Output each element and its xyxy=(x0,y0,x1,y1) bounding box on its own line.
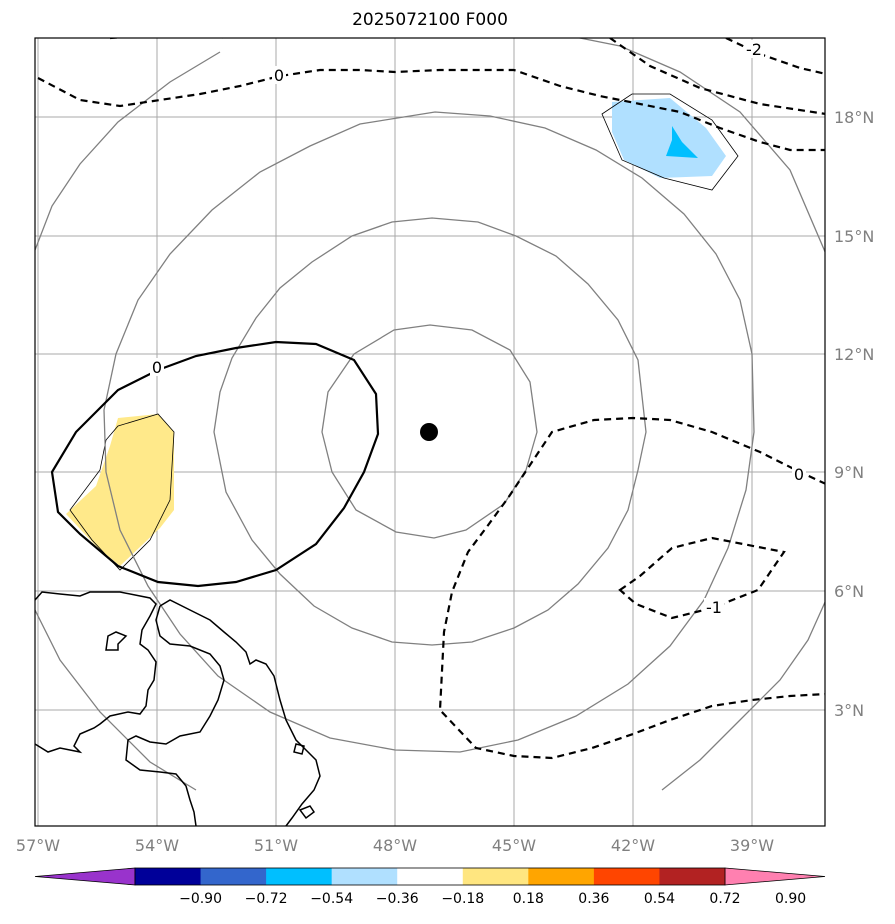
lat-label-3n: 3°N xyxy=(834,701,864,720)
lon-label-57w: 57°W xyxy=(16,836,60,855)
colorbar-swatch xyxy=(135,868,202,885)
map-frame xyxy=(34,37,826,827)
colorbar-swatch xyxy=(200,868,267,885)
negative-anomaly-fill-dark xyxy=(666,126,698,158)
colorbar-tick-label: 0.90 xyxy=(775,891,806,907)
coastline xyxy=(35,591,321,826)
lon-label-42w: 42°W xyxy=(611,836,655,855)
lon-label-54w: 54°W xyxy=(135,836,179,855)
contour-label-zero-left: 0 xyxy=(152,358,162,377)
colorbar-swatch xyxy=(528,868,595,885)
colorbar-tick-label: −0.36 xyxy=(376,891,419,907)
gridlines xyxy=(35,38,825,826)
colorbar-swatch xyxy=(331,868,398,885)
lat-label-6n: 6°N xyxy=(834,582,864,601)
lon-label-39w: 39°W xyxy=(730,836,774,855)
lon-label-45w: 45°W xyxy=(492,836,536,855)
lat-label-18n: 18°N xyxy=(834,108,874,127)
colorbar xyxy=(34,867,826,886)
lat-label-15n: 15°N xyxy=(834,227,874,246)
positive-anomaly-fill xyxy=(66,414,174,566)
lat-label-12n: 12°N xyxy=(834,345,874,364)
colorbar-arrow-high xyxy=(724,867,826,886)
colorbar-arrow-low xyxy=(34,867,136,886)
colorbar-tick-label: 0.36 xyxy=(578,891,609,907)
colorbar-labels: −0.90 −0.72 −0.54 −0.36 −0.18 0.18 0.36 0.54 0.7… xyxy=(179,891,806,907)
contour-label-zero-right: 0 xyxy=(794,465,804,484)
thin-contour-right xyxy=(601,93,739,191)
lat-label-9n: 9°N xyxy=(834,463,864,482)
colorbar-swatch xyxy=(266,868,333,885)
latitude-labels: 18°N 15°N 12°N 9°N 6°N 3°N xyxy=(834,108,874,720)
colorbar-tick-label: −0.72 xyxy=(245,891,288,907)
longitude-labels: 57°W 54°W 51°W 48°W 45°W 42°W 39°W xyxy=(16,836,774,855)
colorbar-swatch xyxy=(462,868,529,885)
dashed-contours xyxy=(37,38,825,760)
colorbar-tick-label: −0.90 xyxy=(179,891,222,907)
colorbar-tick-label: 0.72 xyxy=(709,891,740,907)
colorbar-tick-label: −0.54 xyxy=(310,891,353,907)
contour-labels: 0 -2 0 0 -1 xyxy=(150,40,806,617)
colorbar-outline xyxy=(134,867,726,886)
contour-label-neg1: -1 xyxy=(706,598,722,617)
colorbar-tick-label: 0.54 xyxy=(644,891,675,907)
colorbar-swatch xyxy=(593,868,660,885)
contour-label-neg2: -2 xyxy=(746,40,762,59)
lon-label-48w: 48°W xyxy=(373,836,417,855)
colorbar-swatch xyxy=(659,868,726,885)
negative-anomaly-fill-light xyxy=(612,98,726,178)
colorbar-tick-label: −0.18 xyxy=(441,891,484,907)
colorbar-tick-label: 0.18 xyxy=(513,891,544,907)
lon-label-51w: 51°W xyxy=(254,836,298,855)
contour-label-zero-top: 0 xyxy=(274,66,284,85)
colorbar-swatch xyxy=(397,868,464,885)
map-title: 2025072100 F000 xyxy=(352,10,508,30)
thin-contour-left xyxy=(69,413,175,571)
storm-center-marker xyxy=(420,423,438,441)
zero-contour-solid xyxy=(50,340,380,588)
